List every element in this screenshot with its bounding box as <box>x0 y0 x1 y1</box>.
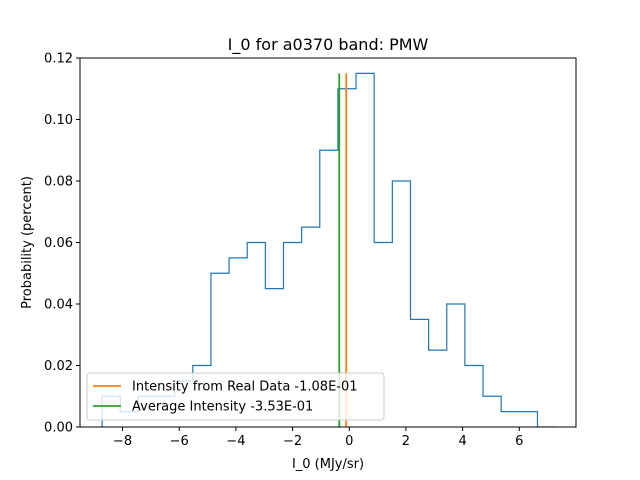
y-tick-label: 0.02 <box>44 359 73 374</box>
y-tick-label: 0.12 <box>44 52 73 67</box>
legend: Intensity from Real Data -1.08E-01 Averag… <box>86 372 385 421</box>
legend-box <box>86 372 385 421</box>
x-tick-label: 2 <box>402 434 410 449</box>
y-tick-label: 0.10 <box>44 113 73 128</box>
y-tick-label: 0.00 <box>44 421 73 436</box>
x-axis-label: I_0 (MJy/sr) <box>292 457 364 472</box>
x-tick-label: −2 <box>283 434 302 449</box>
x-tick-label: −4 <box>226 434 245 449</box>
x-tick-label: −8 <box>113 434 132 449</box>
legend-entry-label: Average Intensity -3.53E-01 <box>132 400 313 415</box>
x-tick-label: −6 <box>170 434 189 449</box>
y-tick-label: 0.04 <box>44 298 73 313</box>
y-tick-label: 0.06 <box>44 236 73 251</box>
y-axis-label: Probability (percent) <box>20 176 35 309</box>
legend-entry-label: Intensity from Real Data -1.08E-01 <box>132 380 358 395</box>
x-axis: −8 −6 −4 −2 0 2 4 6 <box>113 427 523 449</box>
x-tick-label: 0 <box>345 434 353 449</box>
y-tick-label: 0.08 <box>44 175 73 190</box>
chart-title: I_0 for a0370 band: PMW <box>228 35 429 55</box>
y-axis: 0.00 0.02 0.04 0.06 0.08 0.10 0.12 <box>44 52 80 436</box>
x-tick-label: 6 <box>515 434 523 449</box>
x-tick-label: 4 <box>458 434 466 449</box>
